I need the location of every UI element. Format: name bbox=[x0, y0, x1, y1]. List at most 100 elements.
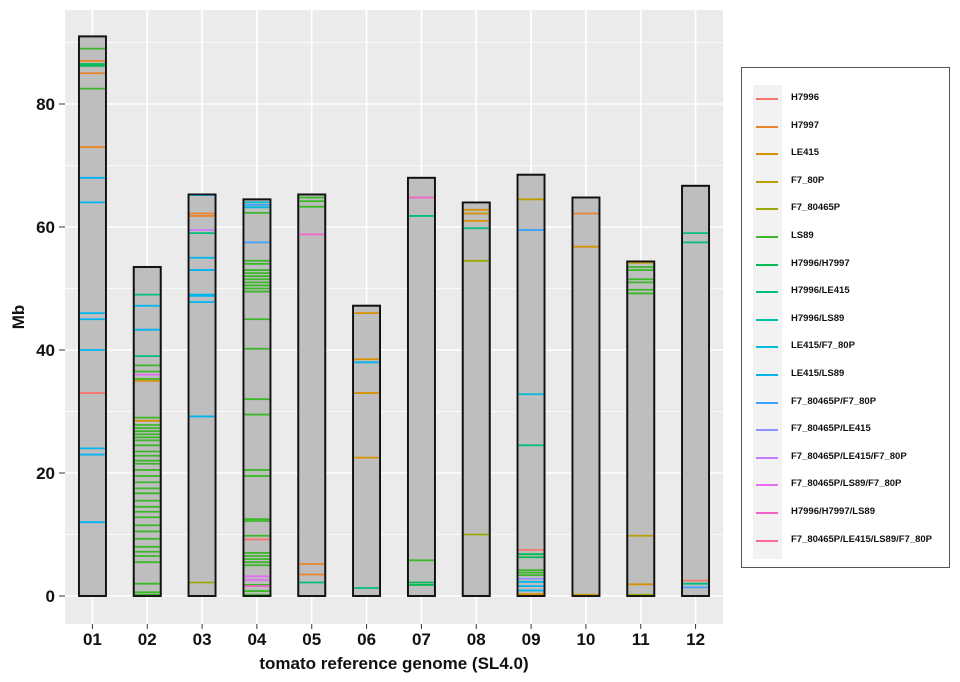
chromosome-bar-09 bbox=[516, 173, 546, 597]
legend-swatch bbox=[756, 346, 778, 349]
legend-item: F7_80465P/LE415/LS89/F7_80P bbox=[742, 531, 942, 551]
chromosome-outline bbox=[461, 201, 491, 597]
legend-swatch bbox=[756, 208, 778, 211]
legend-item: LE415/F7_80P bbox=[742, 337, 942, 357]
legend-label: F7_80465P bbox=[791, 202, 841, 214]
x-tick-label: 01 bbox=[83, 630, 102, 649]
legend-item: F7_80465P/F7_80P bbox=[742, 393, 942, 413]
x-tick-label: 07 bbox=[412, 630, 431, 649]
legend-swatch bbox=[756, 236, 778, 238]
y-axis: 0 20 40 60 80 bbox=[36, 95, 65, 606]
legend-item: LE415 bbox=[742, 144, 942, 164]
x-tick-label: 10 bbox=[576, 630, 595, 649]
chromosome-bar-03 bbox=[187, 193, 217, 597]
legend-item: H7996/H7997 bbox=[742, 255, 942, 275]
legend-swatch bbox=[756, 484, 778, 487]
legend-label: H7996/H7997 bbox=[791, 257, 850, 269]
legend-item: LS89 bbox=[742, 227, 942, 247]
legend: H7996 H7997 LE415 F7_80P F7_80465P LS89 H7996/… bbox=[741, 67, 950, 568]
x-axis: 01 02 03 04 05 06 07 08 09 10 11 12 bbox=[83, 624, 705, 649]
y-tick-label: 60 bbox=[36, 218, 55, 237]
markers bbox=[78, 35, 710, 597]
legend-item: H7996/LE415 bbox=[742, 282, 942, 302]
chromosome-bar-05 bbox=[297, 193, 327, 597]
chromosome-outline bbox=[352, 304, 381, 597]
grid-minor bbox=[65, 42, 723, 535]
chromosome-bar-06 bbox=[352, 304, 381, 597]
y-tick-label: 80 bbox=[36, 95, 55, 114]
legend-label: LS89 bbox=[791, 230, 814, 241]
legend-label: H7997 bbox=[791, 119, 819, 131]
y-axis-label: Mb bbox=[9, 305, 28, 330]
legend-label: F7_80P bbox=[791, 174, 825, 186]
legend-swatch bbox=[756, 429, 778, 432]
legend-label: F7_80465P/LE415/F7_80P bbox=[791, 450, 907, 462]
legend-item: F7_80465P/LE415 bbox=[742, 420, 942, 440]
legend-swatch bbox=[756, 318, 778, 321]
legend-swatch bbox=[756, 291, 778, 294]
plot-panel bbox=[65, 10, 723, 624]
legend-label: F7_80465P/F7_80P bbox=[791, 395, 877, 407]
legend-swatch bbox=[756, 180, 778, 183]
x-tick-label: 05 bbox=[302, 630, 321, 649]
chromosome-outline bbox=[297, 193, 327, 597]
x-tick-label: 09 bbox=[522, 630, 541, 649]
legend-label: F7_80465P/LE415 bbox=[791, 423, 871, 435]
chromosome-bar-01 bbox=[78, 35, 107, 597]
chromosome-bar-11 bbox=[626, 260, 656, 597]
y-tick-label: 0 bbox=[46, 587, 55, 606]
legend-swatch bbox=[756, 153, 778, 156]
chromosome-bar-07 bbox=[407, 176, 436, 597]
legend-label: H7996 bbox=[791, 92, 819, 103]
legend-label: H7996/H7997/LS89 bbox=[791, 506, 875, 517]
x-tick-label: 12 bbox=[686, 630, 705, 649]
legend-swatch bbox=[756, 539, 778, 542]
legend-swatch bbox=[756, 401, 778, 404]
chromosome-bar-10 bbox=[571, 196, 601, 597]
x-axis-label: tomato reference genome (SL4.0) bbox=[259, 654, 528, 673]
legend-label: H7996/LE415 bbox=[791, 285, 850, 297]
legend-label: LE415/LS89 bbox=[791, 368, 845, 379]
x-tick-label: 08 bbox=[467, 630, 486, 649]
x-tick-label: 11 bbox=[632, 630, 650, 649]
x-tick-label: 06 bbox=[357, 630, 376, 649]
chromosomes bbox=[78, 35, 710, 597]
legend-label: LE415 bbox=[791, 147, 819, 159]
legend-swatch bbox=[756, 512, 778, 514]
chromosome-outline bbox=[571, 196, 601, 597]
legend-item: H7996 bbox=[742, 89, 942, 109]
legend-item: F7_80P bbox=[742, 172, 942, 192]
chromosome-outline bbox=[626, 260, 656, 597]
legend-item: H7996/LS89 bbox=[742, 310, 942, 330]
legend-item: F7_80465P/LE415/F7_80P bbox=[742, 448, 942, 468]
x-tick-label: 04 bbox=[247, 630, 266, 649]
legend-key-background bbox=[753, 85, 782, 559]
legend-swatch bbox=[756, 98, 778, 100]
chromosome-bar-12 bbox=[681, 184, 710, 597]
legend-label: H7996/LS89 bbox=[791, 312, 845, 324]
legend-item: F7_80465P bbox=[742, 199, 942, 219]
legend-swatch bbox=[756, 125, 778, 128]
legend-label: LE415/F7_80P bbox=[791, 340, 855, 352]
y-tick-label: 40 bbox=[36, 341, 55, 360]
legend-label: F7_80465P/LS89/F7_80P bbox=[791, 478, 902, 490]
y-tick-label: 20 bbox=[36, 464, 55, 483]
legend-item: F7_80465P/LS89/F7_80P bbox=[742, 475, 942, 495]
chromosome-outline bbox=[242, 198, 272, 597]
legend-item: H7996/H7997/LS89 bbox=[742, 503, 942, 523]
chromosome-outline bbox=[187, 193, 217, 597]
chromosome-outline bbox=[407, 176, 436, 597]
x-tick-label: 02 bbox=[138, 630, 157, 649]
x-tick-label: 03 bbox=[193, 630, 212, 649]
legend-item: H7997 bbox=[742, 117, 942, 137]
chromosome-outline bbox=[516, 173, 546, 597]
chromosome-outline bbox=[681, 184, 710, 597]
legend-swatch bbox=[756, 263, 778, 266]
chromosome-outline bbox=[132, 266, 162, 597]
chromosome-outline bbox=[78, 35, 107, 597]
legend-swatch bbox=[756, 374, 778, 376]
legend-item: LE415/LS89 bbox=[742, 365, 942, 385]
legend-swatch bbox=[756, 456, 778, 459]
legend-label: F7_80465P/LE415/LS89/F7_80P bbox=[791, 533, 933, 545]
